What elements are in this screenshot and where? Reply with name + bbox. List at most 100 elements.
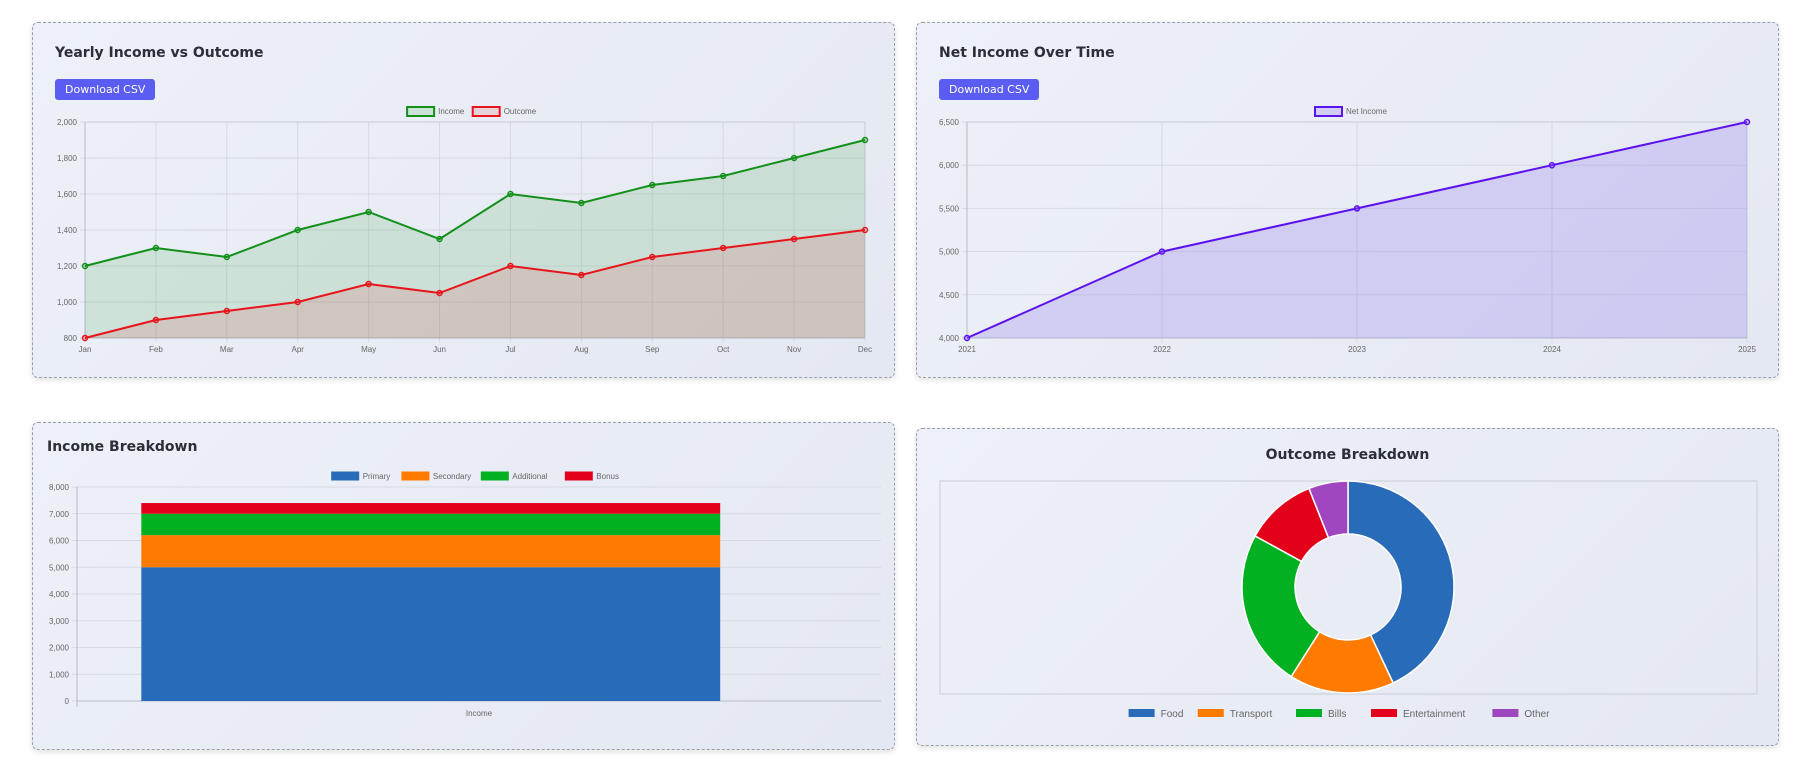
data-point [294, 226, 301, 234]
x-tick-label: Oct [717, 345, 730, 354]
series-line-outcome [84, 229, 866, 339]
series-area-outcome [85, 230, 865, 338]
data-point [507, 262, 514, 270]
y-tick-label: 4,000 [939, 334, 960, 343]
bar-segment-additional [141, 513, 721, 536]
legend-label: Bills [1328, 709, 1346, 720]
legend-label: Bonus [596, 472, 619, 481]
y-tick-label: 7,000 [49, 510, 70, 519]
legend-label: Net Income [1346, 107, 1387, 116]
income-breakdown-card: Income Breakdown 0 1,000 2,000 3,000 4,000 5,… [32, 422, 895, 750]
yearly-income-outcome-card: Yearly Income vs Outcome Download CSV 80… [32, 22, 895, 378]
download-csv-button[interactable]: Download CSV [55, 79, 156, 100]
x-tick-label: Jun [433, 345, 446, 354]
legend-swatch [1197, 709, 1224, 717]
legend-swatch [331, 471, 360, 481]
x-tick-label: 2024 [1543, 345, 1561, 354]
data-point [294, 298, 301, 306]
data-point [365, 280, 372, 288]
x-tick-label: Aug [574, 345, 588, 354]
legend-swatch [471, 106, 501, 117]
outcome-donut-chart: Food Transport Bills Entertainment Other [939, 480, 1758, 720]
data-point [649, 253, 656, 261]
y-tick-label: 6,500 [939, 118, 960, 127]
legend-swatch [1128, 709, 1155, 717]
legend-swatch [564, 471, 593, 481]
x-tick-label: 2021 [958, 345, 976, 354]
data-point [152, 244, 160, 252]
donut-slice-food [1347, 480, 1455, 684]
legend-label: Additional [512, 472, 547, 481]
y-tick-label: 0 [65, 697, 70, 706]
bar-segment-secondary [141, 535, 721, 568]
yearly-line-chart: 800 1,000 1,200 1,400 1,600 1,800 2,000 Jan Feb M… [57, 106, 872, 354]
y-tick-label: 1,600 [57, 190, 78, 199]
net-income-area-chart: 4,000 4,500 5,000 5,500 6,000 6,500 2021 2022 20… [939, 106, 1756, 354]
x-tick-label: Apr [292, 345, 305, 354]
x-tick-label: 2022 [1153, 345, 1171, 354]
data-point [790, 235, 798, 243]
y-tick-label: 5,000 [939, 248, 960, 257]
y-tick-label: 1,800 [57, 154, 78, 163]
y-tick-label: 4,500 [939, 291, 960, 300]
net-income-card: Net Income Over Time Download CSV 4,000 4… [916, 22, 1779, 378]
bar-segment-bonus [141, 503, 721, 514]
y-tick-label: 1,000 [49, 670, 70, 679]
data-point [719, 172, 727, 180]
y-tick-label: 6,000 [939, 161, 960, 170]
income-stacked-bar-chart: 0 1,000 2,000 3,000 4,000 5,000 6,000 7,000 8,00… [49, 471, 881, 718]
y-tick-label: 4,000 [49, 590, 70, 599]
y-tick-label: 1,200 [57, 262, 78, 271]
data-point [507, 190, 514, 198]
data-point [578, 199, 585, 207]
x-tick-label: Income [466, 709, 493, 718]
x-tick-label: 2025 [1738, 345, 1756, 354]
legend-swatch [401, 471, 430, 481]
data-point [365, 208, 372, 216]
y-tick-label: 1,400 [57, 226, 78, 235]
data-point [861, 226, 869, 234]
card-title: Net Income Over Time [939, 45, 1115, 61]
y-tick-label: 800 [64, 334, 78, 343]
x-tick-label: Mar [220, 345, 234, 354]
data-point [1548, 161, 1556, 169]
outcome-breakdown-card: Outcome Breakdown Food Transport Bills Ente… [916, 428, 1779, 746]
x-tick-label: May [361, 345, 376, 354]
legend-label: Other [1524, 709, 1550, 720]
legend-label: Transport [1230, 709, 1273, 720]
x-tick-label: Dec [858, 345, 872, 354]
legend-label: Food [1161, 709, 1184, 720]
y-tick-label: 3,000 [49, 617, 70, 626]
y-tick-label: 1,000 [57, 298, 78, 307]
card-title: Outcome Breakdown [1265, 447, 1430, 463]
card-title: Income Breakdown [47, 439, 198, 455]
y-tick-label: 5,500 [939, 204, 960, 213]
y-tick-label: 5,000 [49, 563, 70, 572]
x-tick-label: Jan [79, 345, 92, 354]
data-point [719, 244, 727, 252]
y-tick-label: 2,000 [57, 118, 78, 127]
legend-swatch [406, 106, 436, 117]
data-point [578, 271, 585, 279]
series-line-net-income [966, 121, 1748, 339]
series-area-income [85, 140, 865, 338]
download-csv-button[interactable]: Download CSV [939, 79, 1040, 100]
legend-swatch [1371, 709, 1397, 717]
legend-label: Primary [363, 472, 391, 481]
x-tick-label: 2023 [1348, 345, 1366, 354]
x-tick-label: Feb [149, 345, 163, 354]
data-point [223, 253, 231, 261]
legend-label: Income [438, 107, 465, 116]
legend-swatch [1492, 709, 1519, 717]
x-tick-label: Jul [505, 345, 515, 354]
data-point [790, 154, 798, 162]
y-tick-label: 8,000 [49, 483, 70, 492]
data-point [436, 289, 443, 297]
bar-segment-primary [141, 567, 721, 701]
legend-swatch [1296, 709, 1322, 717]
donut-slice-other [1308, 480, 1349, 539]
data-point [649, 181, 656, 189]
data-point [152, 316, 160, 324]
series-line-income [84, 139, 866, 267]
y-tick-label: 2,000 [49, 644, 70, 653]
